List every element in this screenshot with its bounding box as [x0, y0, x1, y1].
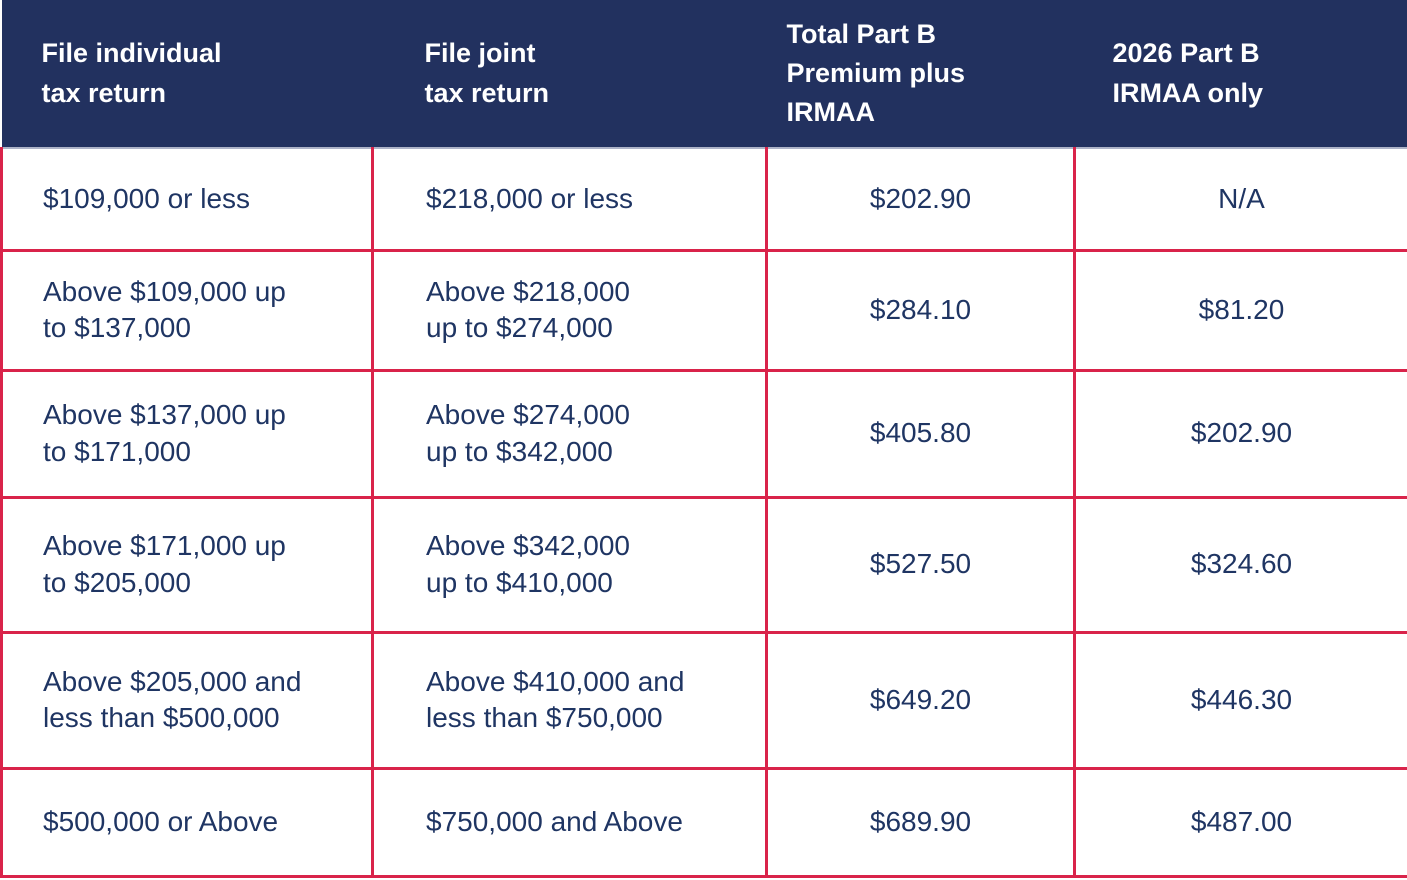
cell-individual-income: Above $171,000 up to $205,000	[0, 495, 374, 634]
cell-irmaa-only: $446.30	[1073, 630, 1407, 770]
cell-joint-income: $218,000 or less	[371, 148, 768, 252]
cell-individual-income: Above $137,000 up to $171,000	[0, 368, 374, 499]
table-row: $500,000 or Above $750,000 and Above $68…	[0, 766, 1407, 878]
cell-total-premium: $527.50	[765, 495, 1076, 634]
cell-total-premium: $689.90	[765, 766, 1076, 878]
cell-irmaa-only: N/A	[1073, 148, 1407, 252]
cell-individual-income: $500,000 or Above	[0, 766, 374, 878]
cell-joint-income: Above $410,000 and less than $750,000	[371, 630, 768, 770]
column-header-irmaa-only: 2026 Part B IRMAA only	[1074, 0, 1407, 149]
column-header-total-premium: Total Part B Premium plus IRMAA	[766, 0, 1075, 149]
table-row: Above $109,000 up to $137,000 Above $218…	[0, 248, 1407, 372]
cell-total-premium: $202.90	[765, 148, 1076, 252]
cell-individual-income: $109,000 or less	[0, 148, 374, 252]
column-header-file-individual: File individual tax return	[1, 0, 373, 149]
cell-joint-income: Above $274,000 up to $342,000	[371, 368, 768, 499]
cell-irmaa-only: $81.20	[1073, 248, 1407, 372]
cell-total-premium: $405.80	[765, 368, 1076, 499]
cell-irmaa-only: $487.00	[1073, 766, 1407, 878]
cell-total-premium: $284.10	[765, 248, 1076, 372]
table-row: Above $205,000 and less than $500,000 Ab…	[0, 630, 1407, 770]
cell-individual-income: Above $109,000 up to $137,000	[0, 248, 374, 372]
cell-joint-income: $750,000 and Above	[371, 766, 768, 878]
table-row: Above $137,000 up to $171,000 Above $274…	[0, 368, 1407, 499]
cell-irmaa-only: $202.90	[1073, 368, 1407, 499]
column-header-file-joint: File joint tax return	[372, 0, 767, 149]
header-row: File individual tax return File joint ta…	[1, 0, 1407, 149]
cell-joint-income: Above $342,000 up to $410,000	[371, 495, 768, 634]
table-row: $109,000 or less $218,000 or less $202.9…	[0, 148, 1407, 252]
cell-irmaa-only: $324.60	[1073, 495, 1407, 634]
cell-total-premium: $649.20	[765, 630, 1076, 770]
table-row: Above $171,000 up to $205,000 Above $342…	[0, 495, 1407, 634]
cell-individual-income: Above $205,000 and less than $500,000	[0, 630, 374, 770]
cell-joint-income: Above $218,000 up to $274,000	[371, 248, 768, 372]
